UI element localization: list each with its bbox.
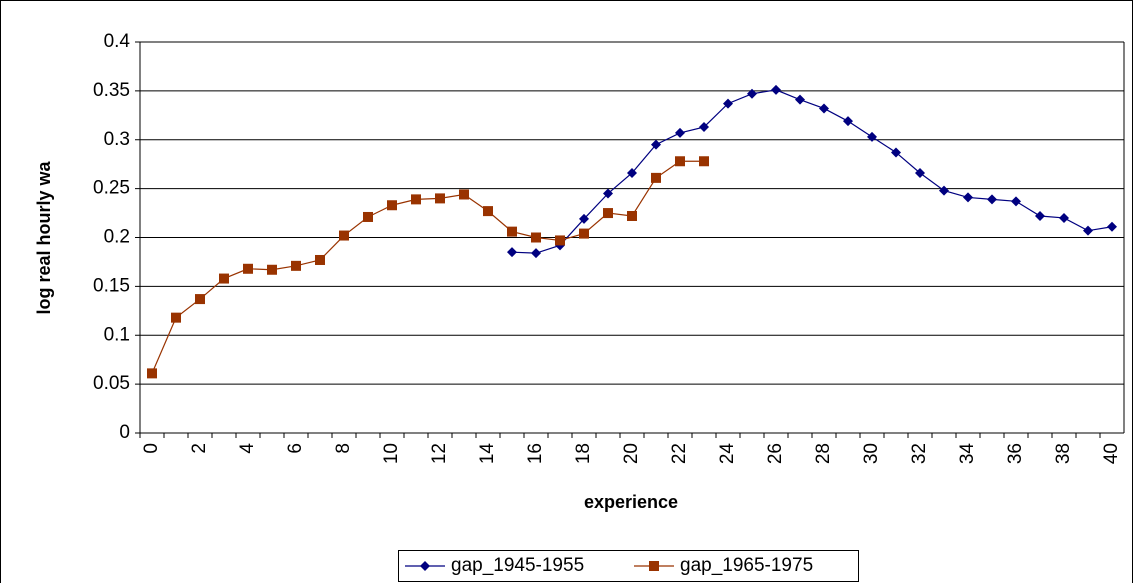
y-axis-title: log real hourly wa (34, 160, 54, 314)
legend-marker (420, 561, 430, 571)
x-tick-label: 10 (381, 443, 402, 464)
data-point (1059, 212, 1069, 223)
data-point (675, 156, 685, 167)
data-point (267, 264, 277, 275)
data-point (987, 194, 997, 205)
y-tick-label: 0.35 (93, 80, 130, 101)
data-point (363, 211, 373, 222)
legend-label: gap_1965-1975 (680, 555, 813, 576)
data-point (531, 232, 541, 243)
x-tick-label: 6 (285, 443, 306, 454)
data-point (627, 167, 637, 178)
x-tick-label: 12 (429, 443, 450, 464)
data-point (147, 368, 157, 379)
data-point (507, 247, 517, 258)
data-point (507, 226, 517, 237)
data-point (891, 147, 901, 158)
data-point (603, 208, 613, 219)
y-tick-label: 0.3 (104, 129, 130, 150)
y-tick-label: 0.4 (104, 31, 131, 52)
y-tick-label: 0.15 (93, 275, 130, 296)
data-point (723, 98, 733, 109)
x-tick-label: 28 (813, 443, 834, 464)
data-point (747, 88, 757, 99)
data-point (411, 194, 421, 205)
y-tick-label: 0 (119, 422, 130, 443)
data-point (555, 235, 565, 246)
data-point (699, 156, 709, 167)
x-tick-label: 4 (237, 443, 258, 454)
x-tick-label: 24 (717, 443, 738, 465)
data-point (315, 254, 325, 265)
data-point (771, 84, 781, 95)
legend (398, 550, 859, 582)
data-point (219, 273, 229, 284)
x-tick-label: 34 (957, 443, 978, 465)
data-point (483, 206, 493, 217)
x-tick-label: 36 (1005, 443, 1026, 464)
data-point (675, 127, 685, 138)
x-tick-label: 30 (861, 443, 882, 464)
data-point (339, 230, 349, 241)
data-point (651, 172, 661, 183)
data-point (1011, 196, 1021, 207)
data-point (291, 260, 301, 271)
x-tick-label: 38 (1053, 443, 1074, 464)
data-point (243, 263, 253, 274)
x-tick-label: 8 (333, 443, 354, 454)
data-point (699, 122, 709, 133)
y-tick-label: 0.2 (104, 227, 130, 248)
data-point (939, 185, 949, 196)
y-tick-label: 0.25 (93, 178, 130, 199)
x-tick-label: 40 (1101, 443, 1122, 464)
x-tick-label: 22 (669, 443, 690, 464)
x-tick-label: 26 (765, 443, 786, 464)
data-point (1083, 225, 1093, 236)
x-tick-label: 14 (477, 443, 498, 465)
data-point (459, 189, 469, 200)
y-tick-label: 0.1 (104, 324, 130, 345)
x-tick-label: 0 (141, 443, 162, 454)
data-point (843, 116, 853, 127)
data-point (651, 139, 661, 150)
data-point (435, 193, 445, 204)
data-point (795, 94, 805, 105)
data-point (1035, 210, 1045, 221)
data-point (867, 131, 877, 142)
x-tick-label: 18 (573, 443, 594, 464)
x-tick-label: 20 (621, 443, 642, 464)
data-point (603, 188, 613, 199)
data-point (1107, 221, 1117, 232)
x-tick-label: 16 (525, 443, 546, 464)
data-point (171, 312, 181, 323)
x-tick-label: 32 (909, 443, 930, 464)
legend-label: gap_1945-1955 (451, 555, 584, 576)
data-point (579, 213, 589, 224)
x-tick-label: 2 (189, 443, 210, 454)
data-point (627, 210, 637, 221)
data-point (387, 200, 397, 211)
data-point (579, 228, 589, 239)
data-point (819, 103, 829, 114)
data-point (963, 192, 973, 203)
data-point (531, 248, 541, 259)
data-point (915, 167, 925, 178)
data-point (195, 294, 205, 305)
x-axis-title: experience (584, 492, 678, 512)
y-tick-label: 0.05 (93, 373, 130, 394)
legend-marker (649, 561, 659, 571)
